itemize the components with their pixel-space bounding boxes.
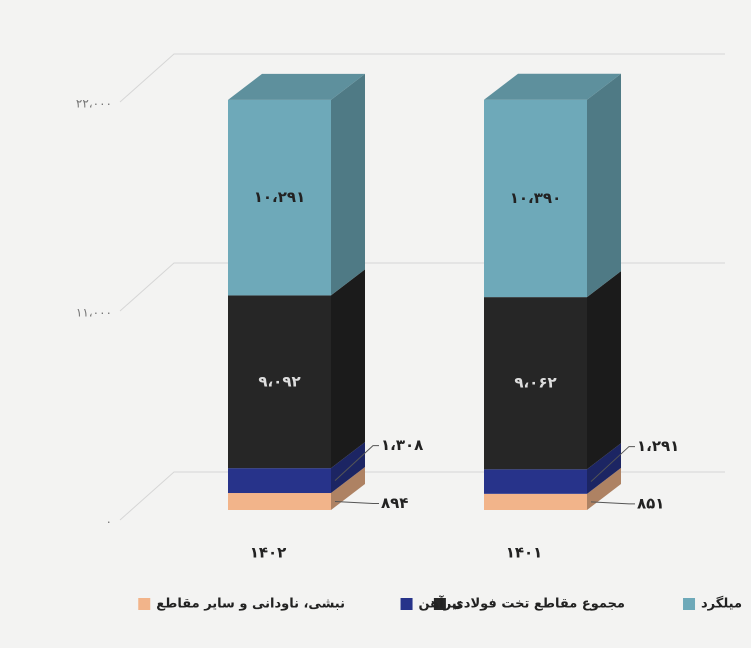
bar-side <box>587 443 621 494</box>
y-tick-label: ۲۲،۰۰۰ <box>76 97 112 111</box>
bar <box>228 295 331 469</box>
value-label: ۸۵۱ <box>637 494 664 512</box>
y-tick-label: ۱۱،۰۰۰ <box>76 306 112 320</box>
legend-swatch <box>400 598 413 610</box>
x-tick-label: ۱۴۰۱ <box>506 544 543 562</box>
bar-side <box>587 467 621 510</box>
leader-line <box>334 501 379 505</box>
grid-line <box>119 471 725 521</box>
bar-top <box>484 73 621 100</box>
bar-side <box>587 271 621 470</box>
legend-label: میلگرد <box>701 596 742 612</box>
bar <box>484 469 587 494</box>
value-label: ۱۰،۳۹۰ <box>510 189 561 207</box>
bar <box>484 493 587 510</box>
legend-label: مجموع مقاطع تخت فولادی <box>452 597 625 612</box>
grid-line <box>119 262 725 312</box>
bar-side <box>331 442 365 494</box>
value-label: ۱۰،۲۹۱ <box>254 188 305 206</box>
bar-side <box>587 73 621 298</box>
value-label: ۱،۲۹۱ <box>637 437 679 455</box>
value-label: ۱،۳۰۸ <box>381 436 423 454</box>
bar-side <box>331 269 365 469</box>
bar-top <box>228 73 365 100</box>
leader-line <box>334 445 379 481</box>
value-label: ۹،۰۹۲ <box>258 372 300 390</box>
legend-swatch <box>138 598 151 610</box>
legend-swatch <box>433 598 446 610</box>
x-tick-label: ۱۴۰۲ <box>250 544 287 562</box>
leader-line <box>590 446 635 482</box>
bar-side <box>331 467 365 510</box>
bar <box>228 99 331 296</box>
bar-side <box>331 73 365 296</box>
bar <box>228 493 331 510</box>
value-label: ۹،۰۶۲ <box>514 374 556 392</box>
bar <box>484 297 587 470</box>
value-label: ۸۹۴ <box>381 494 408 512</box>
bar <box>228 468 331 494</box>
legend-label: نبشی، ناودانی و سایر مقاطع <box>156 597 345 612</box>
leader-line <box>590 501 635 505</box>
bar <box>484 99 587 298</box>
legend-swatch <box>683 598 696 610</box>
legend-label: تیرآهن <box>419 595 462 612</box>
grid-line <box>119 53 725 103</box>
y-tick-label: ۰ <box>106 515 112 529</box>
